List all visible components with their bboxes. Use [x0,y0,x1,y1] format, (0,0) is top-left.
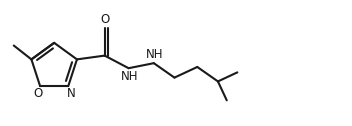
Text: O: O [33,87,42,100]
Text: O: O [100,13,109,26]
Text: NH: NH [120,70,138,83]
Text: N: N [67,87,75,100]
Text: NH: NH [146,49,164,61]
